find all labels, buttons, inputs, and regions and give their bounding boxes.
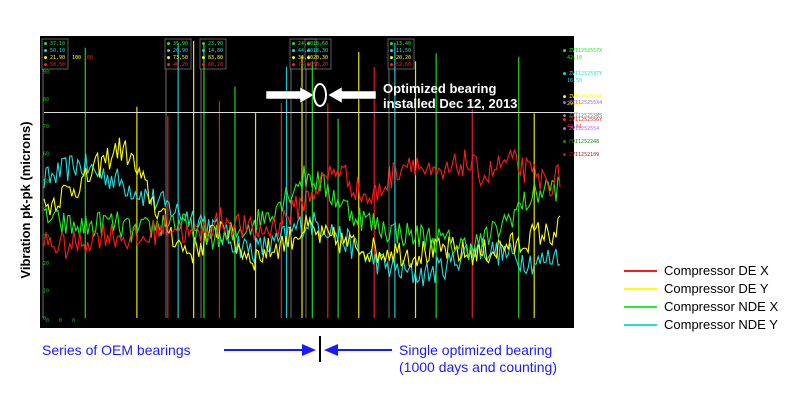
cursor-value: ● 46,20 (167, 62, 188, 68)
y-tick-label: 80 (43, 97, 49, 103)
cursor-value: ● 21,90 (44, 55, 65, 61)
cursor-value: ● 83,80 (202, 55, 223, 61)
install-annotation: Optimized bearing installed Dec 12, 2013 (265, 81, 517, 111)
legend-label: Compressor DE X (664, 263, 769, 278)
arrow-to-divider-left (224, 344, 316, 356)
cursor-box (304, 38, 332, 70)
cursor-value: ● 44,40 (292, 48, 313, 54)
cursor-value: ● 50,50 (44, 62, 65, 68)
cursor-box (289, 38, 317, 70)
panel-tag: ● ZZI125255M5 (563, 113, 602, 119)
cursor-value: ● 60,20 (202, 62, 223, 68)
cursor-extra: 100 (84, 55, 93, 61)
cursor-value: ● 20,90 (167, 48, 188, 54)
y-tick-label: 70 (43, 124, 49, 130)
panel-tag: ● ZVI1252557X (563, 48, 602, 54)
cursor-value: ● 20,20 (390, 55, 411, 61)
y-tick-label: 10 (43, 289, 49, 295)
panel-tag: ● FDI1252248 (563, 139, 599, 145)
panel-value: 29,20 (567, 101, 582, 107)
panel-tag: ● ZVI1252554 (563, 126, 599, 132)
cursor-value: ● 73,50 (167, 55, 188, 61)
cursor-box (387, 38, 415, 70)
cursor-box (164, 38, 192, 70)
legend: Compressor DE X Compressor DE Y Compressor… (624, 263, 778, 332)
series-line (43, 165, 561, 260)
panel-tag: ● ZVI1252556X (563, 94, 602, 100)
cursor-value: ● 75,80 (292, 62, 313, 68)
panel-tag: ● ZVI1252109 (563, 152, 599, 158)
panel-value: 42,10 (567, 55, 582, 61)
arrow-to-divider-right (324, 344, 392, 356)
cursor-value: ● 35,90 (167, 41, 188, 47)
y-tick-label: 0 (43, 316, 46, 322)
cursor-extra: 100 (72, 55, 81, 61)
panel-tag: ● ZVI1252537Y (563, 71, 602, 77)
cursor-value: ● 13,40 (390, 41, 411, 47)
cursor-value: ● 11,50 (390, 48, 411, 54)
cursor-value: ● 52,60 (390, 62, 411, 68)
optimized-annotation-text: Single optimized bearing (1000 days and c… (399, 342, 557, 375)
panel-value: 49,61 (567, 124, 582, 130)
cursor-value: ● 37,10 (44, 41, 65, 47)
x-tick-label: 0 (72, 318, 75, 324)
y-axis-label: Vibration pk-pk (microns) (18, 121, 33, 278)
legend-label: Compressor DE Y (664, 281, 769, 296)
cursor-boxes: ● 37,10● 50,10● 21,90● 50,50 100 100 ● 35,9… (41, 38, 415, 318)
oem-annotation-text: Series of OEM bearings (42, 342, 191, 358)
panel-value: 16,50 (567, 78, 582, 84)
arrow-left (265, 86, 315, 104)
cursor-value: ● 18,60 (307, 41, 328, 47)
x-ticks: 0 0 0 (46, 318, 75, 324)
arrow-right (327, 86, 377, 104)
y-tick-label: 60 (43, 152, 49, 158)
cursor-value: ● 24,80 (292, 41, 313, 47)
legend-label: Compressor NDE X (664, 299, 778, 314)
cursor-value: ● 50,20 (307, 62, 328, 68)
install-annotation-text: Optimized bearing installed Dec 12, 2013 (383, 81, 517, 111)
cursor-value: ● 50,10 (44, 48, 65, 54)
cursor-value: ● 14,80 (202, 48, 223, 54)
x-tick-label: 0 (46, 318, 49, 324)
cursor-value: ● 18,30 (307, 48, 328, 54)
panel-tag: ● ZZI125255X4 (563, 100, 602, 106)
y-tick-label: 90 (43, 69, 49, 75)
legend-label: Compressor NDE Y (664, 317, 778, 332)
cursor-box (199, 38, 227, 70)
panel-tag: ● ZVI1252556Y (563, 117, 602, 123)
y-tick-label: 20 (43, 261, 49, 267)
cursor-box (41, 38, 69, 70)
x-tick-label: 0 (59, 318, 62, 324)
series-group (43, 137, 561, 287)
y-tick-label: 30 (43, 234, 49, 240)
cursor-value: ● 23,90 (202, 41, 223, 47)
cursor-value: ● 20,30 (307, 55, 328, 61)
series-line (43, 148, 561, 259)
y-tick-label: 50 (43, 179, 49, 185)
cursor-value: ● 34,40 (292, 55, 313, 61)
highlight-ellipse (313, 83, 327, 107)
